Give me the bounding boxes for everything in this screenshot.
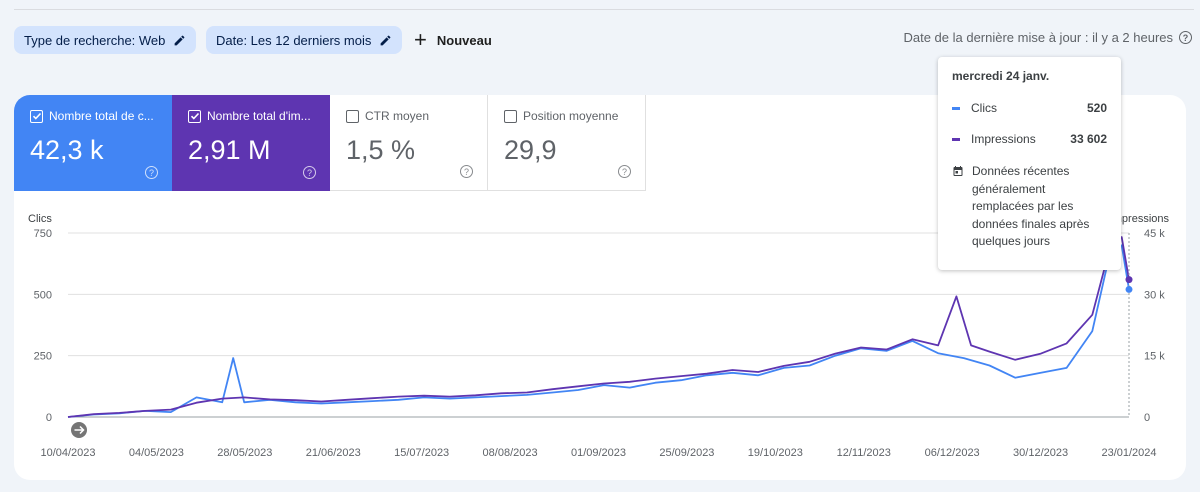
x-axis-tick-label: 04/05/2023 xyxy=(129,447,184,459)
plus-icon: + xyxy=(414,27,427,52)
search-type-filter-chip[interactable]: Type de recherche: Web xyxy=(14,26,197,54)
metric-total-clicks[interactable]: Nombre total de c... 42,3 k ? xyxy=(14,95,172,191)
impressions-legend-swatch xyxy=(952,137,960,141)
metric-label: Position moyenne xyxy=(523,109,619,123)
x-axis-tick-label: 10/04/2023 xyxy=(40,447,95,459)
performance-chart[interactable]: 750 500 250 0 45 k 30 k 15 k 0 Clics Impressions 1… xyxy=(14,95,1186,480)
tooltip-series-value: 33 602 xyxy=(1070,132,1107,146)
left-axis-tick-label: 500 xyxy=(34,289,52,301)
search-type-filter-label: Type de recherche: Web xyxy=(24,32,166,48)
series-line-clics xyxy=(67,244,1130,418)
tooltip-note: Données récentes généralement remplacées… xyxy=(952,163,1107,251)
tooltip-series-name: Clics xyxy=(971,101,997,115)
help-icon[interactable]: ? xyxy=(460,165,473,178)
edit-pencil-icon xyxy=(380,35,391,45)
metric-label: Nombre total d'im... xyxy=(207,109,311,123)
metric-value: 2,91 M xyxy=(188,135,271,165)
chart-tooltip: mercredi 24 janv. Clics 520 Impressions … xyxy=(938,57,1121,270)
x-axis-tick-label: 25/09/2023 xyxy=(659,447,714,459)
help-icon[interactable]: ? xyxy=(303,166,316,179)
checkbox-checked-icon[interactable] xyxy=(30,109,43,123)
metric-average-ctr[interactable]: CTR moyen 1,5 % ? xyxy=(330,95,488,191)
help-icon[interactable]: ? xyxy=(1179,31,1192,44)
last-update-info: Date de la dernière mise à jour : il y a… xyxy=(903,30,1192,45)
tooltip-note-text: Données récentes généralement remplacées… xyxy=(972,164,1090,248)
series-line-impressions xyxy=(67,236,1130,418)
edit-pencil-icon xyxy=(175,35,185,45)
right-axis-tick-label: 15 k xyxy=(1144,351,1165,363)
help-icon[interactable]: ? xyxy=(618,165,631,178)
x-axis-tick-label: 01/09/2023 xyxy=(571,447,626,459)
last-update-text: Date de la dernière mise à jour : il y a… xyxy=(903,30,1173,45)
metric-value: 1,5 % xyxy=(346,135,416,165)
metric-average-position[interactable]: Position moyenne 29,9 ? xyxy=(488,95,646,191)
x-axis-tick-label: 12/11/2023 xyxy=(837,447,891,459)
tooltip-date: mercredi 24 janv. xyxy=(952,69,1050,83)
checkbox-checked-icon[interactable] xyxy=(188,109,201,123)
tooltip-row-clicks: Clics 520 xyxy=(952,101,1107,115)
help-icon[interactable]: ? xyxy=(145,166,158,179)
right-axis-tick-label: 45 k xyxy=(1144,228,1165,240)
left-axis-title: Clics xyxy=(28,213,52,225)
left-axis-tick-label: 750 xyxy=(34,228,52,240)
right-axis-tick-label: 0 xyxy=(1144,412,1150,424)
tooltip-row-impressions: Impressions 33 602 xyxy=(952,132,1107,146)
date-filter-label: Date: Les 12 derniers mois xyxy=(216,32,372,48)
checkbox-unchecked-icon[interactable] xyxy=(504,109,517,123)
x-axis-tick-label: 15/07/2023 xyxy=(394,447,449,459)
x-axis-tick-label: 06/12/2023 xyxy=(925,447,980,459)
left-axis-tick-label: 0 xyxy=(46,412,52,424)
left-axis-tick-label: 250 xyxy=(34,351,52,363)
hover-point-impressions xyxy=(1125,276,1133,284)
metric-value: 42,3 k xyxy=(30,135,104,165)
clicks-legend-swatch xyxy=(952,106,960,110)
right-axis-tick-label: 30 k xyxy=(1144,289,1165,301)
right-axis-title: Impressions xyxy=(1110,213,1170,225)
x-axis-tick-label: 19/10/2023 xyxy=(748,447,803,459)
metric-label: Nombre total de c... xyxy=(49,109,154,123)
new-filter-label: Nouveau xyxy=(436,32,492,48)
metric-total-impressions[interactable]: Nombre total d'im... 2,91 M ? xyxy=(172,95,330,191)
header-divider xyxy=(14,9,1194,10)
arrow-right-icon xyxy=(74,425,85,435)
metric-value: 29,9 xyxy=(504,135,557,165)
x-axis-tick-label: 08/08/2023 xyxy=(483,447,538,459)
x-axis-tick-label: 30/12/2023 xyxy=(1013,447,1068,459)
x-axis-tick-label: 21/06/2023 xyxy=(306,447,361,459)
tooltip-series-value: 520 xyxy=(1086,101,1107,115)
tooltip-series-name: Impressions xyxy=(971,132,1036,146)
x-axis-tick-label: 23/01/2024 xyxy=(1101,447,1156,459)
checkbox-unchecked-icon[interactable] xyxy=(346,109,359,123)
metric-label: CTR moyen xyxy=(365,109,430,123)
hover-point-clics xyxy=(1125,285,1133,293)
date-filter-chip[interactable]: Date: Les 12 derniers mois xyxy=(206,26,403,54)
x-axis-tick-label: 28/05/2023 xyxy=(217,447,272,459)
calendar-icon xyxy=(953,166,963,176)
new-filter-button[interactable]: + Nouveau xyxy=(414,26,492,54)
